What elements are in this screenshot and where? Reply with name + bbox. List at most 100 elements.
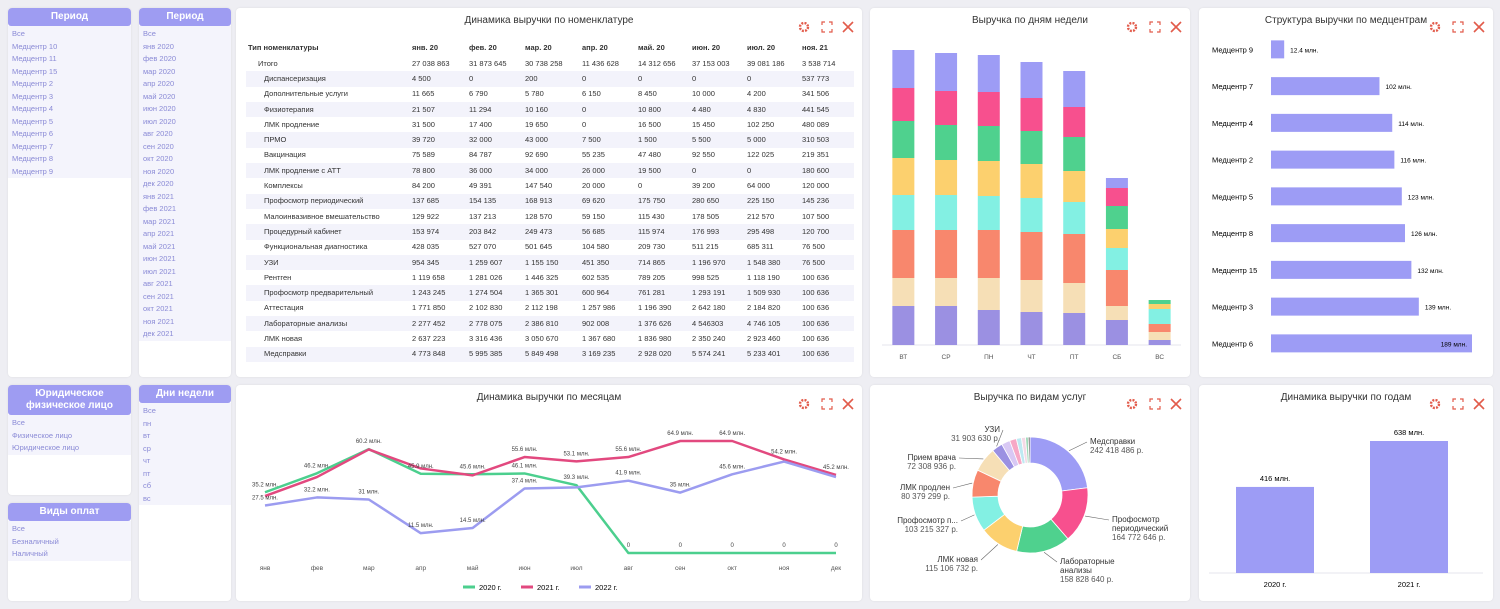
- filter-item[interactable]: апр 2020: [143, 79, 175, 88]
- close-button[interactable]: [1473, 21, 1485, 33]
- expand-button[interactable]: [1452, 21, 1464, 33]
- cell: 0: [692, 163, 747, 179]
- filter-item[interactable]: янв 2021: [143, 191, 174, 201]
- filter-item[interactable]: пт: [143, 468, 151, 478]
- filter-item[interactable]: ср: [143, 443, 151, 453]
- bar-segment: [892, 306, 915, 345]
- filter-item[interactable]: Физическое лицо: [12, 430, 73, 440]
- bar-segment: [892, 121, 915, 158]
- close-icon: [1473, 21, 1485, 33]
- cell: 2 277 452: [412, 316, 469, 332]
- filter-item[interactable]: пн: [143, 418, 152, 428]
- filter-item[interactable]: Все: [143, 29, 156, 38]
- bar-segment: [935, 278, 958, 306]
- filter-item[interactable]: Все: [12, 418, 25, 427]
- cell: 39 200: [692, 181, 715, 191]
- filter-item[interactable]: мар 2021: [143, 216, 176, 226]
- filter-item[interactable]: май 2021: [143, 241, 176, 251]
- x-tick-label: авг: [624, 565, 634, 572]
- cell: 168 913: [525, 193, 582, 209]
- filter-item[interactable]: окт 2021: [143, 304, 173, 313]
- filter-item[interactable]: Все: [12, 524, 25, 533]
- bar: [1236, 486, 1314, 573]
- settings-button[interactable]: [1429, 21, 1441, 33]
- x-tick-label: июл: [570, 565, 582, 572]
- cell: 0: [582, 119, 587, 129]
- expand-button[interactable]: [821, 21, 833, 33]
- settings-button[interactable]: [798, 398, 810, 410]
- filter-item[interactable]: Все: [143, 406, 156, 415]
- expand-button[interactable]: [1149, 398, 1161, 410]
- filter-item[interactable]: Медцентр 11: [12, 54, 57, 63]
- filter-item[interactable]: июн 2021: [143, 254, 176, 263]
- cell: 5 000: [747, 132, 802, 148]
- cell: 75 589: [412, 150, 435, 160]
- settings-button[interactable]: [1429, 398, 1441, 410]
- cell: 511 215: [692, 242, 719, 252]
- filter-item[interactable]: Наличный: [12, 549, 48, 558]
- filter-item[interactable]: Медцентр 8: [12, 154, 54, 163]
- filter-item[interactable]: янв 2020: [143, 41, 174, 51]
- filter-item[interactable]: дек 2020: [143, 179, 174, 188]
- settings-button[interactable]: [1126, 21, 1138, 33]
- filter-item[interactable]: Медцентр 5: [12, 116, 54, 126]
- close-button[interactable]: [842, 398, 854, 410]
- expand-button[interactable]: [1149, 21, 1161, 33]
- cell: 2 386 810: [525, 316, 582, 332]
- filter-item[interactable]: ноя 2021: [143, 316, 175, 326]
- filter-item[interactable]: фев 2020: [143, 54, 177, 63]
- expand-button[interactable]: [821, 398, 833, 410]
- filter-item[interactable]: Медцентр 7: [12, 141, 54, 151]
- cell: 200: [525, 71, 582, 87]
- filter-item[interactable]: сен 2021: [143, 291, 174, 301]
- filter-item[interactable]: авг 2021: [143, 279, 173, 288]
- row-label: Вакцинация: [264, 150, 306, 160]
- close-button[interactable]: [1473, 398, 1485, 410]
- filter-item[interactable]: Медцентр 10: [12, 41, 58, 51]
- series-line: [264, 460, 837, 535]
- leader-line: [958, 457, 984, 460]
- filter-item[interactable]: ноя 2020: [143, 166, 175, 176]
- filter-item[interactable]: Медцентр 9: [12, 166, 54, 176]
- filter-item[interactable]: май 2020: [143, 91, 176, 101]
- filter-item[interactable]: Медцентр 15: [12, 66, 58, 76]
- filter-item[interactable]: дек 2021: [143, 329, 174, 338]
- close-button[interactable]: [842, 21, 854, 33]
- filter-item[interactable]: Все: [12, 29, 25, 38]
- filter-item[interactable]: авг 2020: [143, 129, 173, 138]
- cell: 2 928 020: [638, 346, 692, 362]
- leader-line: [960, 514, 975, 522]
- filter-item[interactable]: сен 2020: [143, 141, 174, 151]
- legend-item[interactable]: 2022 г.: [579, 583, 618, 592]
- filter-item[interactable]: Юридическое лицо: [12, 443, 80, 452]
- close-button[interactable]: [1170, 398, 1182, 410]
- filter-item[interactable]: июл 2021: [143, 266, 176, 276]
- settings-button[interactable]: [1126, 398, 1138, 410]
- legend-item[interactable]: 2020 г.: [463, 583, 502, 592]
- slice-label: Прием врача 72 308 936 р.: [886, 453, 956, 471]
- filter-item[interactable]: апр 2021: [143, 229, 175, 238]
- close-icon: [1170, 21, 1182, 33]
- filter-item[interactable]: Медцентр 3: [12, 91, 54, 101]
- filter-item[interactable]: вт: [143, 431, 151, 440]
- filter-item[interactable]: фев 2021: [143, 204, 177, 213]
- expand-button[interactable]: [1452, 398, 1464, 410]
- filter-item[interactable]: вс: [143, 493, 151, 503]
- filter-item[interactable]: Медцентр 4: [12, 104, 54, 113]
- filter-item[interactable]: окт 2020: [143, 154, 173, 163]
- x-tick-label: мар: [363, 565, 375, 572]
- value-label: 39.3 млн.: [563, 475, 589, 481]
- filter-item[interactable]: Безналичный: [12, 536, 59, 546]
- filter-item[interactable]: мар 2020: [143, 66, 176, 76]
- filter-item[interactable]: июн 2020: [143, 104, 176, 113]
- bar: [1271, 334, 1472, 353]
- filter-item[interactable]: сб: [143, 481, 152, 490]
- filter-item[interactable]: Медцентр 2: [12, 79, 54, 88]
- close-button[interactable]: [1170, 21, 1182, 33]
- filter-item[interactable]: чт: [143, 456, 151, 465]
- filter-item[interactable]: Медцентр 6: [12, 129, 54, 138]
- legend-item[interactable]: 2021 г.: [521, 583, 560, 592]
- settings-button[interactable]: [798, 21, 810, 33]
- filter-item[interactable]: июл 2020: [143, 116, 176, 126]
